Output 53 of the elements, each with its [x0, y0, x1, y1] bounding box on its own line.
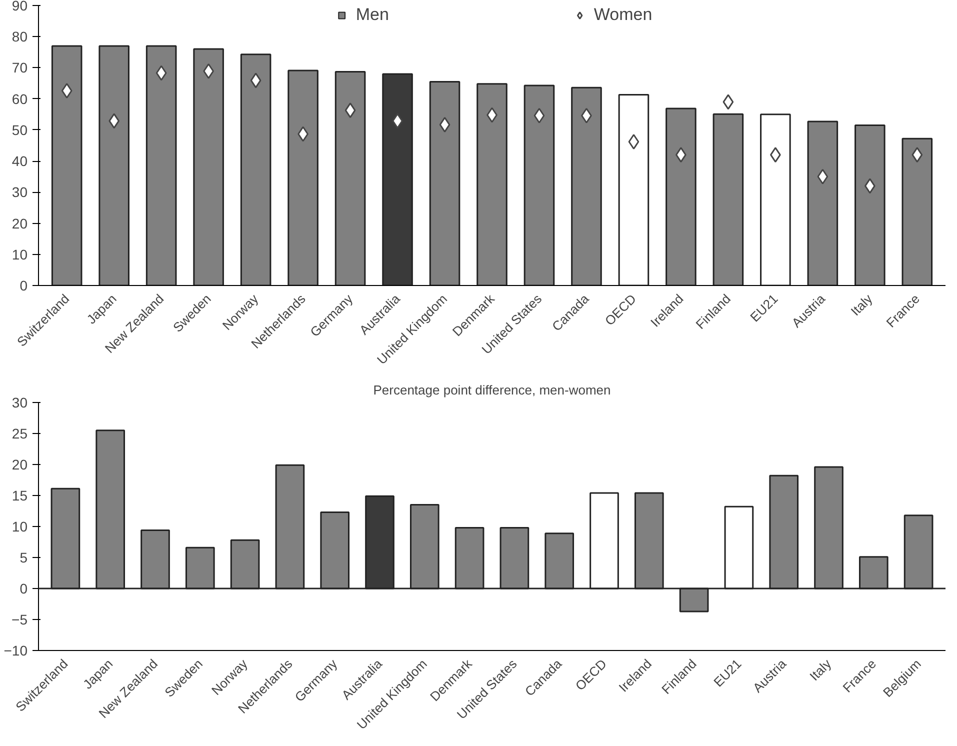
- bar: [193, 48, 224, 286]
- point: [534, 108, 545, 124]
- bar: [429, 80, 460, 286]
- bar: [854, 124, 886, 286]
- bar: [240, 54, 272, 286]
- bar: [382, 73, 413, 286]
- bar: [146, 45, 177, 286]
- y-tick-label: 15: [12, 488, 28, 504]
- y-tick-label: 50: [12, 122, 28, 138]
- point: [344, 102, 356, 118]
- y-tick-label: 60: [12, 90, 28, 107]
- point: [250, 72, 262, 88]
- bar: [760, 114, 791, 286]
- bar: [524, 84, 555, 286]
- point: [722, 94, 734, 110]
- x-tick-label: Italy: [806, 656, 834, 684]
- y-tick-label: 70: [12, 60, 28, 76]
- bar: [288, 70, 318, 286]
- y-tick-label: −10: [4, 642, 28, 658]
- bar: [666, 108, 696, 286]
- point: [61, 82, 72, 98]
- y-tick-label: 0: [20, 278, 28, 294]
- bar: [618, 94, 650, 286]
- legend-label: Men: [356, 5, 389, 25]
- legend-label: Women: [594, 5, 652, 25]
- y-tick-label: 0: [20, 580, 28, 596]
- chart-title: Percentage point difference, men-women: [373, 382, 611, 398]
- bar: [902, 138, 933, 286]
- bar: [712, 113, 744, 286]
- y-tick-label: 80: [12, 28, 28, 45]
- y-tick-label: 5: [20, 550, 28, 566]
- bar: [571, 86, 602, 286]
- point: [156, 65, 167, 81]
- y-tick-label: 90: [12, 0, 28, 14]
- x-tick-label: Italy: [848, 290, 876, 319]
- y-tick-label: 30: [12, 394, 28, 410]
- y-tick-label: 20: [12, 215, 28, 232]
- bar: [334, 71, 366, 286]
- y-tick-label: 10: [12, 518, 28, 534]
- y-tick-label: 40: [12, 153, 28, 170]
- bar: [476, 83, 508, 286]
- bar: [98, 45, 130, 286]
- y-tick-label: 10: [12, 246, 28, 262]
- bar: [807, 120, 838, 286]
- point: [817, 168, 828, 184]
- point: [439, 116, 450, 132]
- y-tick-label: 30: [12, 184, 28, 200]
- bar: [51, 45, 82, 286]
- point: [628, 134, 640, 150]
- y-tick-label: −5: [12, 612, 28, 628]
- point: [912, 147, 923, 163]
- y-tick-label: 25: [12, 426, 28, 442]
- y-tick-label: 20: [12, 456, 28, 472]
